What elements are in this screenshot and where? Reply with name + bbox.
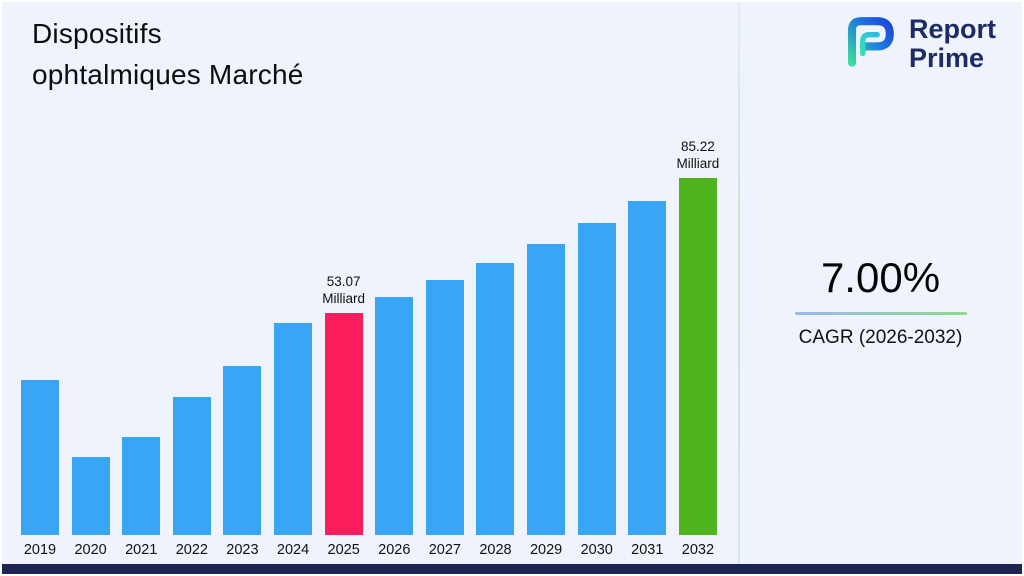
x-axis-label: 2021 [125,542,158,558]
bar-2027 [425,280,464,535]
bar-2031 [628,201,667,535]
bar-value-label: 53.07 Milliard [322,274,366,307]
bar-2032 [678,178,717,535]
bar-column: 85.22 Milliard 2032 [676,139,720,558]
page-title-line2: ophtalmiques Marché [32,58,304,90]
bar-2020 [71,457,110,535]
bar-column: 2030 [577,223,617,558]
bar-column: 2031 [627,201,667,558]
logo-text-line2: Prime [909,42,985,73]
bar-column: 2020 [71,457,111,558]
x-axis-label: 2030 [580,542,613,558]
bar-column: 2029 [526,244,566,558]
bar-column: 2028 [475,263,515,558]
bar-2023 [223,366,262,535]
x-axis-label: 2029 [529,542,563,558]
x-axis-label: 2024 [276,542,310,558]
page-title-line1: Dispositifs [32,18,162,49]
logo-text-line1: Report [909,14,996,45]
x-axis-label: 2027 [428,542,461,558]
cagr-underline [794,312,967,315]
cagr-value: 7.00% [820,254,941,301]
bar-2030 [577,223,616,535]
bar-2029 [527,244,566,535]
x-axis-label: 2025 [327,542,360,558]
bar-value-label: 85.22 Milliard [676,139,720,172]
bar-2025 [324,313,363,535]
bar-column: 2027 [425,280,465,558]
cagr-label: CAGR (2026-2032) [798,327,963,348]
bar-column: 2022 [172,397,212,558]
x-axis-label: 2031 [631,542,664,558]
bar-chart-columns: 2019 2020 2021 2022 2023 2024 53.07 Milliard 202… [20,139,720,558]
bar-2028 [476,263,515,535]
panel-separator [738,2,740,564]
cagr-stat: 7.00% CAGR (2026-2032) [739,254,1022,349]
x-axis-label: 2026 [378,542,411,558]
bar-column: 53.07 Milliard 2025 [322,274,366,558]
x-axis-label: 2022 [175,542,208,558]
bar-2021 [122,437,161,535]
report-prime-logo-text: Report Prime [909,15,996,72]
x-axis-label: 2019 [23,542,57,558]
bar-column: 2024 [273,323,313,558]
bar-2024 [274,323,313,535]
report-prime-logo-icon [841,14,899,73]
report-prime-logo: Report Prime [841,14,996,73]
bar-2026 [375,297,414,535]
x-axis-label: 2032 [681,542,715,558]
x-axis-label: 2023 [226,542,259,558]
x-axis-label: 2020 [74,542,107,558]
bottom-accent-bar [2,564,1022,574]
x-axis-label: 2028 [479,542,512,558]
bar-column: 2026 [374,297,414,558]
bar-column: 2023 [222,366,262,558]
bar-column: 2021 [121,437,161,558]
bar-2022 [172,397,211,535]
bar-column: 2019 [20,380,60,558]
bar-2019 [21,380,59,535]
page-title: Dispositifs ophtalmiques Marché [32,14,304,95]
bar-chart: 2019 2020 2021 2022 2023 2024 53.07 Milliard 202… [20,139,720,558]
